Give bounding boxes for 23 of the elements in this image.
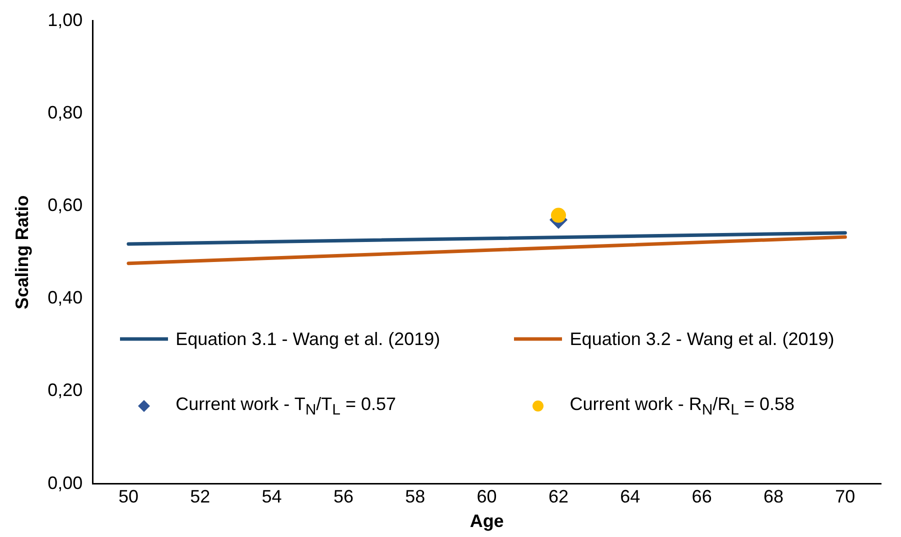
- y-tick-label: 0,20: [48, 380, 83, 400]
- x-tick-label: 70: [835, 486, 856, 507]
- y-axis-title: Scaling Ratio: [12, 195, 32, 310]
- x-axis-title: Age: [470, 511, 504, 532]
- x-tick-label: 62: [548, 486, 568, 507]
- legend-label: Current work - T$_{N}$/T$_{L}$ = 0.57: [176, 394, 396, 418]
- x-tick-label: 54: [262, 486, 282, 507]
- y-tick-label: 0,60: [48, 194, 83, 215]
- x-tick-label: 60: [476, 486, 497, 507]
- x-tick-label: 68: [763, 486, 784, 507]
- x-tick-label: 66: [692, 486, 712, 507]
- y-tick-label: 0,00: [48, 472, 83, 493]
- legend-label: Equation 3.2 - Wang et al. (2019): [570, 328, 834, 350]
- legend-label: Current work - R$_{N}$/R$_{L}$ = 0.58: [570, 394, 795, 418]
- x-tick-label: 64: [620, 486, 640, 507]
- x-tick-label: 50: [118, 486, 138, 507]
- x-tick-label: 52: [190, 486, 210, 507]
- y-tick-label: 0,80: [48, 102, 83, 122]
- y-tick-label: 1,00: [48, 10, 83, 30]
- legend-label: Equation 3.1 - Wang et al. (2019): [176, 328, 440, 350]
- y-tick-label: 0,40: [48, 288, 83, 308]
- x-tick-label: 58: [405, 486, 426, 507]
- x-tick-label: 56: [333, 486, 354, 507]
